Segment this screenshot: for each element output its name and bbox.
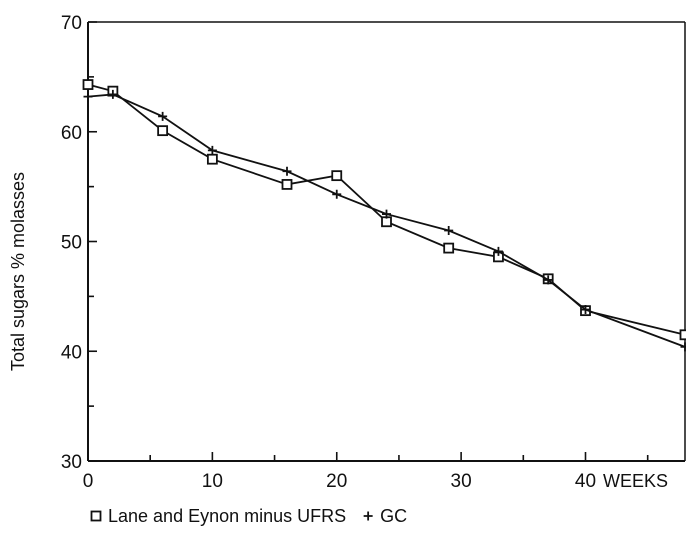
- data-point: [679, 329, 686, 341]
- data-point: [444, 226, 454, 236]
- data-point: [108, 89, 118, 99]
- series-layer: [82, 79, 686, 352]
- data-point: [543, 275, 553, 285]
- data-point: [83, 92, 93, 102]
- data-point: [281, 179, 293, 190]
- series-1: [82, 79, 686, 341]
- legend-label: Lane and Eynon minus UFRS: [108, 506, 346, 526]
- axes: 30 40 50 60 70 0 10 20 30 40 WEEKS Total sugars % m…: [8, 13, 686, 492]
- x-tick-label: 10: [202, 471, 223, 492]
- y-axis-title: Total sugars % molasses: [8, 172, 28, 371]
- legend: Lane and Eynon minus UFRS GC: [90, 506, 407, 526]
- y-tick-label: 60: [61, 123, 82, 144]
- y-tick-label: 70: [61, 13, 82, 34]
- data-point: [82, 79, 94, 90]
- legend-marker: [363, 511, 373, 521]
- data-point: [206, 153, 218, 165]
- data-point: [493, 246, 503, 256]
- data-point: [158, 111, 168, 121]
- y-tick-label: 50: [61, 233, 82, 254]
- data-point: [157, 125, 169, 137]
- x-tick-label: 40: [575, 471, 596, 492]
- legend-label: GC: [380, 506, 407, 526]
- x-axis-title: WEEKS: [603, 471, 668, 491]
- x-tick-label: 20: [326, 471, 347, 492]
- series-2: [83, 89, 686, 352]
- data-point: [331, 170, 343, 182]
- series-line: [87, 93, 686, 348]
- y-tick-label: 40: [61, 342, 82, 363]
- data-point: [207, 145, 217, 155]
- data-point: [332, 189, 342, 199]
- data-point: [382, 209, 391, 219]
- data-point: [282, 166, 292, 176]
- y-tick-label: 30: [61, 452, 82, 473]
- legend-marker: [90, 510, 102, 522]
- x-tick-label: 0: [83, 471, 94, 492]
- data-point: [443, 242, 455, 254]
- data-point: [680, 342, 686, 352]
- data-point: [581, 305, 590, 315]
- x-tick-label: 30: [451, 471, 472, 492]
- data-point: [381, 216, 392, 228]
